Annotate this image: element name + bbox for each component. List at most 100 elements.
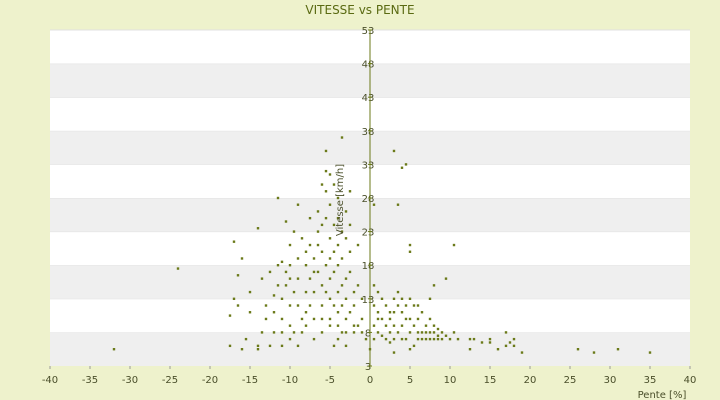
scatter-point <box>304 324 308 327</box>
scatter-point <box>352 304 356 307</box>
scatter-point <box>288 264 292 267</box>
x-tick-label: 0 <box>367 375 373 386</box>
scatter-point <box>388 317 392 321</box>
scatter-point <box>292 331 296 334</box>
scatter-point <box>352 324 356 327</box>
scatter-point <box>324 264 328 267</box>
scatter-point <box>408 348 412 351</box>
x-tick-label: -40 <box>42 375 58 386</box>
scatter-point <box>444 277 448 280</box>
x-tick-label: -15 <box>242 375 258 386</box>
x-axis-ticks: -40 -35 -30 -25 -20 -15 -10 -5 0 5 10 15 20 25 30 35 40 <box>42 366 696 386</box>
scatter-point <box>396 203 400 206</box>
scatter-point <box>392 149 396 153</box>
x-tick-label: 35 <box>644 375 657 386</box>
scatter-point <box>332 223 336 227</box>
scatter-point <box>372 304 376 307</box>
scatter-point <box>340 136 344 139</box>
scatter-point <box>300 317 304 321</box>
scatter-point <box>256 227 260 230</box>
scatter-point <box>312 317 316 321</box>
scatter-point <box>648 351 652 354</box>
scatter-point <box>292 230 296 233</box>
scatter-point <box>444 334 448 337</box>
scatter-point <box>440 337 444 341</box>
x-tick-label: 5 <box>407 375 413 386</box>
y-tick-label: 38 <box>362 127 375 138</box>
scatter-point <box>420 311 424 314</box>
scatter-point <box>344 344 348 348</box>
scatter-point <box>432 337 436 341</box>
scatter-point <box>324 216 328 220</box>
scatter-point <box>396 304 400 307</box>
scatter-point <box>296 257 300 260</box>
scatter-point <box>336 243 340 247</box>
scatter-point <box>452 331 456 334</box>
scatter-point <box>320 183 324 186</box>
scatter-point <box>372 284 376 287</box>
x-tick-label: 15 <box>484 375 497 386</box>
scatter-point <box>332 344 336 348</box>
scatter-point <box>328 324 332 327</box>
scatter-point <box>312 290 316 294</box>
scatter-point <box>324 169 328 173</box>
scatter-point <box>320 223 324 227</box>
scatter-point <box>376 311 380 314</box>
scatter-point <box>272 331 276 334</box>
scatter-point <box>280 331 284 334</box>
scatter-point <box>304 264 308 267</box>
x-tick-label: 30 <box>604 375 617 386</box>
scatter-point <box>340 257 344 260</box>
scatter-point <box>304 250 308 253</box>
scatter-point <box>288 324 292 327</box>
scatter-point <box>328 317 332 321</box>
scatter-point <box>468 348 472 351</box>
scatter-point <box>388 311 392 314</box>
scatter-point <box>424 324 428 327</box>
scatter-point <box>352 290 356 294</box>
scatter-point <box>404 337 408 341</box>
y-axis-label: Vitesse [km/h] <box>335 164 346 236</box>
scatter-point <box>256 348 260 351</box>
scatter-point <box>384 337 388 341</box>
scatter-point <box>236 274 240 277</box>
scatter-point <box>468 337 472 341</box>
scatter-point <box>372 337 376 341</box>
scatter-point <box>316 230 320 233</box>
scatter-point <box>428 337 432 341</box>
scatter-point <box>332 250 336 253</box>
scatter-point <box>260 277 264 280</box>
scatter-point <box>384 324 388 327</box>
scatter-point <box>280 344 284 348</box>
scatter-point <box>424 337 428 341</box>
scatter-point <box>272 294 276 297</box>
y-tick-label: 23 <box>362 228 375 239</box>
scatter-point <box>488 337 492 341</box>
scatter-point <box>284 284 288 287</box>
scatter-point <box>436 337 440 341</box>
scatter-point <box>348 311 352 314</box>
x-tick-label: 25 <box>564 375 577 386</box>
scatter-point <box>392 324 396 327</box>
scatter-point <box>344 331 348 334</box>
scatter-point <box>296 203 300 206</box>
scatter-point <box>340 284 344 287</box>
scatter-point <box>400 337 404 341</box>
scatter-point <box>408 243 412 247</box>
scatter-point <box>320 317 324 321</box>
scatter-point <box>504 344 508 348</box>
y-tick-label: 18 <box>362 261 375 272</box>
scatter-point <box>316 210 320 213</box>
scatter-point <box>276 264 280 267</box>
scatter-point <box>440 331 444 334</box>
scatter-point <box>336 196 340 200</box>
scatter-point <box>404 163 408 166</box>
scatter-point <box>348 190 352 193</box>
scatter-point <box>392 337 396 341</box>
scatter-point <box>328 297 332 300</box>
data-points <box>112 136 652 354</box>
y-tick-label: 33 <box>362 160 375 171</box>
scatter-point <box>288 304 292 307</box>
